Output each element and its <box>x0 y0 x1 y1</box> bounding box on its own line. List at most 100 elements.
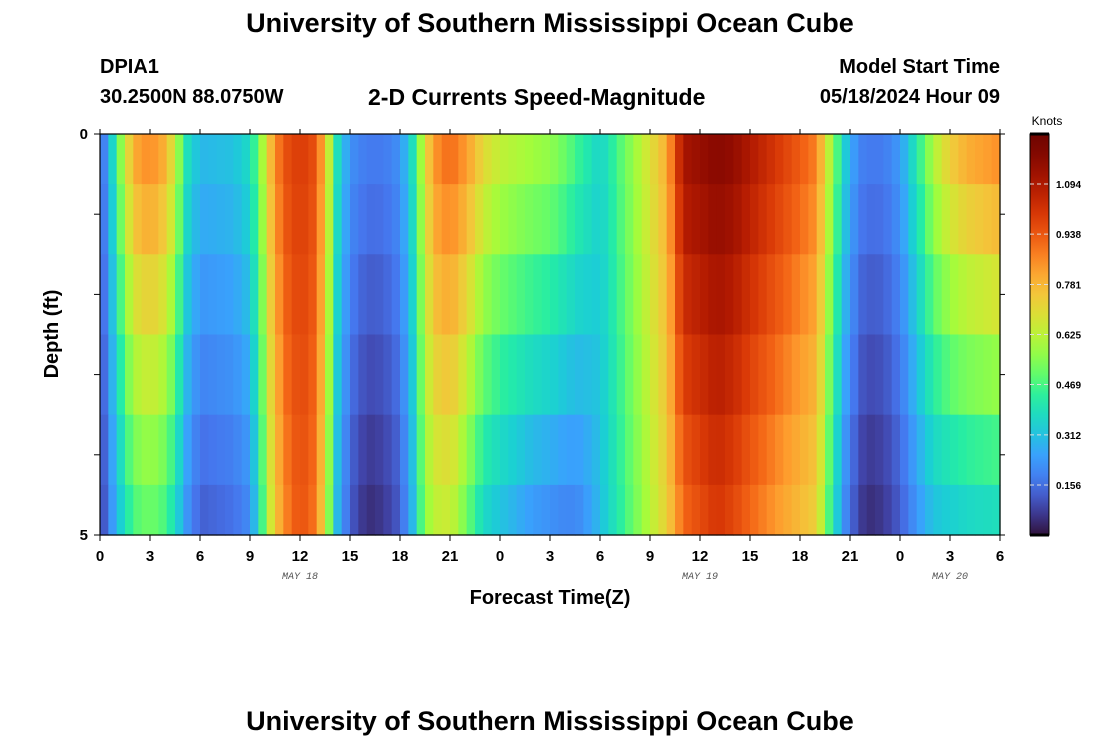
heatmap-cell <box>650 414 659 486</box>
heatmap-cell <box>233 184 243 255</box>
heatmap-cell <box>625 254 634 336</box>
heatmap-cell <box>775 254 784 336</box>
heatmap-cell <box>950 484 959 536</box>
heatmap-cell <box>516 334 526 416</box>
heatmap-cell <box>350 414 359 486</box>
heatmap-cell <box>775 484 784 536</box>
heatmap-cell <box>166 414 176 486</box>
heatmap-cell <box>858 134 868 185</box>
heatmap-cell <box>833 414 843 486</box>
colorbar-units: Knots <box>1032 114 1063 128</box>
heatmap-cells <box>100 134 1001 536</box>
heatmap-cell <box>691 134 701 185</box>
heatmap-cell <box>916 254 926 336</box>
heatmap-cell <box>233 254 243 336</box>
heatmap-cell <box>883 484 893 536</box>
heatmap-cell <box>108 484 118 536</box>
heatmap-cell <box>383 254 393 336</box>
heatmap-cell <box>241 334 251 416</box>
heatmap-cell <box>916 484 926 536</box>
heatmap-cell <box>975 334 984 416</box>
heatmap-cell <box>833 184 843 255</box>
heatmap-cell <box>483 184 493 255</box>
heatmap-cell <box>283 134 293 185</box>
heatmap-cell <box>458 484 468 536</box>
heatmap-cell <box>533 184 543 255</box>
heatmap-cell <box>208 414 218 486</box>
heatmap-cell <box>191 184 201 255</box>
heatmap-cell <box>966 484 976 536</box>
heatmap-cell <box>991 484 1001 536</box>
heatmap-cell <box>516 184 526 255</box>
heatmap-cell <box>725 184 734 255</box>
heatmap-cell <box>158 484 168 536</box>
heatmap-cell <box>408 334 418 416</box>
heatmap-cell <box>891 254 901 336</box>
heatmap-cell <box>450 184 459 255</box>
heatmap-cell <box>358 484 368 536</box>
heatmap-cell <box>508 484 518 536</box>
heatmap-cell <box>716 414 726 486</box>
heatmap-cell <box>925 184 934 255</box>
heatmap-cell <box>125 484 134 536</box>
heatmap-cell <box>783 334 793 416</box>
heatmap-cell <box>400 414 409 486</box>
x-tick-label: 21 <box>842 548 859 565</box>
heatmap-cell <box>800 414 809 486</box>
heatmap-cell <box>400 134 409 185</box>
heatmap-cell <box>291 414 301 486</box>
x-tick-label: 15 <box>342 548 359 565</box>
date-label: MAY 20 <box>932 572 968 583</box>
heatmap-cell <box>591 414 601 486</box>
heatmap-cell <box>291 134 301 185</box>
heatmap-cell <box>133 484 143 536</box>
heatmap-cell <box>816 254 826 336</box>
chart-title: 2-D Currents Speed-Magnitude <box>368 84 706 110</box>
heatmap-cell <box>341 484 351 536</box>
heatmap-cell <box>925 484 934 536</box>
heatmap-cell <box>675 184 684 255</box>
heatmap-cell <box>808 484 818 536</box>
heatmap-cell <box>325 184 334 255</box>
heatmap-cell <box>575 184 584 255</box>
heatmap-cell <box>783 254 793 336</box>
heatmap-cell <box>425 184 434 255</box>
heatmap-cell <box>200 254 209 336</box>
heatmap-cell <box>225 134 234 185</box>
heatmap-cell <box>375 484 384 536</box>
heatmap-cell <box>100 484 109 536</box>
heatmap-cell <box>150 484 159 536</box>
heatmap-cell <box>808 414 818 486</box>
heatmap-cell <box>900 184 909 255</box>
heatmap-cell <box>541 134 551 185</box>
heatmap-cell <box>791 334 801 416</box>
heatmap-cell <box>475 484 484 536</box>
heatmap-cell <box>508 414 518 486</box>
heatmap-cell <box>958 254 968 336</box>
heatmap-cell <box>941 184 951 255</box>
date-labels: MAY 18 MAY 19 MAY 20 <box>282 572 968 583</box>
heatmap-cell <box>941 134 951 185</box>
x-tick-label: 3 <box>946 548 954 565</box>
heatmap-cell <box>925 134 934 185</box>
heatmap-cell <box>441 334 451 416</box>
heatmap-cell <box>616 134 626 185</box>
heatmap-cell <box>283 484 293 536</box>
heatmap-cell <box>925 414 934 486</box>
heatmap-cell <box>500 254 509 336</box>
heatmap-cell <box>800 134 809 185</box>
heatmap-cell <box>308 184 318 255</box>
heatmap-cell <box>775 184 784 255</box>
heatmap-cell <box>633 254 643 336</box>
heatmap-cell <box>883 184 893 255</box>
heatmap-cell <box>941 484 951 536</box>
heatmap-cell <box>666 184 676 255</box>
heatmap-cell <box>300 184 309 255</box>
heatmap-cell <box>258 254 268 336</box>
heatmap-cell <box>916 334 926 416</box>
heatmap-cell <box>150 134 159 185</box>
heatmap-cell <box>258 184 268 255</box>
heatmap-cell <box>675 414 684 486</box>
heatmap-cell <box>933 134 943 185</box>
heatmap-cell <box>683 484 693 536</box>
